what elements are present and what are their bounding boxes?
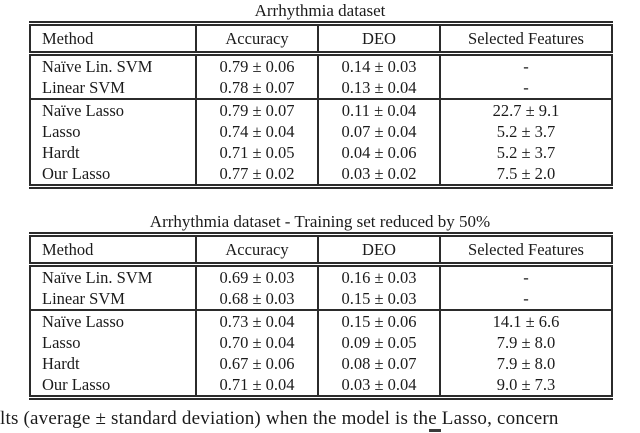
selected-features-cell: 7.9 ± 8.0 xyxy=(439,353,613,374)
table-row: Lasso 0.70 ± 0.04 0.09 ± 0.05 7.9 ± 8.0 xyxy=(29,332,613,353)
table-row: Hardt 0.67 ± 0.06 0.08 ± 0.07 7.9 ± 8.0 xyxy=(29,353,613,374)
table-1-svm-group: Naïve Lin. SVM 0.79 ± 0.06 0.14 ± 0.03 -… xyxy=(29,53,613,100)
selected-features-cell: 5.2 ± 3.7 xyxy=(439,121,613,142)
table-row: Hardt 0.71 ± 0.05 0.04 ± 0.06 5.2 ± 3.7 xyxy=(29,142,613,163)
table-row: Our Lasso 0.71 ± 0.04 0.03 ± 0.04 9.0 ± … xyxy=(29,374,613,400)
accuracy-cell: 0.71 ± 0.04 xyxy=(195,374,319,400)
deo-cell: 0.15 ± 0.06 xyxy=(317,310,441,332)
deo-cell: 0.14 ± 0.03 xyxy=(317,53,441,77)
method-cell: Our Lasso xyxy=(29,163,197,189)
column-header-selected-features: Selected Features xyxy=(439,23,613,54)
deo-cell: 0.03 ± 0.02 xyxy=(317,163,441,189)
method-cell: Linear SVM xyxy=(29,288,197,311)
method-cell: Hardt xyxy=(29,353,197,374)
table-1-lasso-group: Naïve Lasso 0.79 ± 0.07 0.11 ± 0.04 22.7… xyxy=(29,99,613,189)
table-row: Naïve Lasso 0.79 ± 0.07 0.11 ± 0.04 22.7… xyxy=(29,99,613,121)
accuracy-cell: 0.71 ± 0.05 xyxy=(195,142,319,163)
deo-cell: 0.07 ± 0.04 xyxy=(317,121,441,142)
deo-cell: 0.04 ± 0.06 xyxy=(317,142,441,163)
selected-features-cell: 5.2 ± 3.7 xyxy=(439,142,613,163)
results-table-2: Method Accuracy DEO Selected Features Na… xyxy=(29,232,613,400)
accuracy-cell: 0.68 ± 0.03 xyxy=(195,288,319,311)
accuracy-cell: 0.70 ± 0.04 xyxy=(195,332,319,353)
header-row: Method Accuracy DEO Selected Features xyxy=(29,234,613,265)
table-row: Our Lasso 0.77 ± 0.02 0.03 ± 0.02 7.5 ± … xyxy=(29,163,613,189)
method-cell: Our Lasso xyxy=(29,374,197,400)
accuracy-cell: 0.73 ± 0.04 xyxy=(195,310,319,332)
table-row: Linear SVM 0.78 ± 0.07 0.13 ± 0.04 - xyxy=(29,77,613,100)
accuracy-cell: 0.79 ± 0.06 xyxy=(195,53,319,77)
accuracy-cell: 0.77 ± 0.02 xyxy=(195,163,319,189)
table-row: Naïve Lasso 0.73 ± 0.04 0.15 ± 0.06 14.1… xyxy=(29,310,613,332)
table-2-header: Method Accuracy DEO Selected Features xyxy=(29,234,613,265)
table-row: Lasso 0.74 ± 0.04 0.07 ± 0.04 5.2 ± 3.7 xyxy=(29,121,613,142)
selected-features-cell: - xyxy=(439,264,613,288)
selected-features-cell: 22.7 ± 9.1 xyxy=(439,99,613,121)
method-cell: Naïve Lasso xyxy=(29,99,197,121)
deo-cell: 0.15 ± 0.03 xyxy=(317,288,441,311)
column-header-selected-features: Selected Features xyxy=(439,234,613,265)
selected-features-cell: - xyxy=(439,77,613,100)
selected-features-cell: 7.5 ± 2.0 xyxy=(439,163,613,189)
column-header-deo: DEO xyxy=(317,234,441,265)
method-cell: Lasso xyxy=(29,332,197,353)
table-row: Naïve Lin. SVM 0.79 ± 0.06 0.14 ± 0.03 - xyxy=(29,53,613,77)
table-1-title: Arrhythmia dataset xyxy=(254,1,386,20)
table-2-svm-group: Naïve Lin. SVM 0.69 ± 0.03 0.16 ± 0.03 -… xyxy=(29,264,613,311)
deo-cell: 0.11 ± 0.04 xyxy=(317,99,441,121)
deo-cell: 0.08 ± 0.07 xyxy=(317,353,441,374)
method-cell: Hardt xyxy=(29,142,197,163)
selected-features-cell: - xyxy=(439,288,613,311)
method-cell: Naïve Lin. SVM xyxy=(29,264,197,288)
table-2-title: Arrhythmia dataset - Training set reduce… xyxy=(149,212,491,231)
selected-features-cell: 7.9 ± 8.0 xyxy=(439,332,613,353)
table-2-lasso-group: Naïve Lasso 0.73 ± 0.04 0.15 ± 0.06 14.1… xyxy=(29,310,613,400)
caption-text-fragment: lts (average ± standard deviation) when … xyxy=(0,408,559,429)
method-cell: Naïve Lin. SVM xyxy=(29,53,197,77)
results-table-1: Method Accuracy DEO Selected Features Na… xyxy=(29,21,613,189)
method-cell: Naïve Lasso xyxy=(29,310,197,332)
results-table-block-2: Arrhythmia dataset - Training set reduce… xyxy=(0,211,640,400)
deo-cell: 0.13 ± 0.04 xyxy=(317,77,441,100)
results-table-block-1: Arrhythmia dataset Method Accuracy DEO S… xyxy=(0,0,640,189)
deo-cell: 0.16 ± 0.03 xyxy=(317,264,441,288)
column-header-accuracy: Accuracy xyxy=(195,23,319,54)
method-cell: Linear SVM xyxy=(29,77,197,100)
deo-cell: 0.09 ± 0.05 xyxy=(317,332,441,353)
column-header-accuracy: Accuracy xyxy=(195,234,319,265)
next-line-text-fragment xyxy=(429,429,441,432)
method-cell: Lasso xyxy=(29,121,197,142)
table-row: Linear SVM 0.68 ± 0.03 0.15 ± 0.03 - xyxy=(29,288,613,311)
selected-features-cell: 14.1 ± 6.6 xyxy=(439,310,613,332)
accuracy-cell: 0.74 ± 0.04 xyxy=(195,121,319,142)
column-header-method: Method xyxy=(29,234,197,265)
accuracy-cell: 0.67 ± 0.06 xyxy=(195,353,319,374)
accuracy-cell: 0.79 ± 0.07 xyxy=(195,99,319,121)
column-header-method: Method xyxy=(29,23,197,54)
accuracy-cell: 0.69 ± 0.03 xyxy=(195,264,319,288)
table-1-header: Method Accuracy DEO Selected Features xyxy=(29,23,613,54)
column-header-deo: DEO xyxy=(317,23,441,54)
header-row: Method Accuracy DEO Selected Features xyxy=(29,23,613,54)
selected-features-cell: - xyxy=(439,53,613,77)
selected-features-cell: 9.0 ± 7.3 xyxy=(439,374,613,400)
deo-cell: 0.03 ± 0.04 xyxy=(317,374,441,400)
table-row: Naïve Lin. SVM 0.69 ± 0.03 0.16 ± 0.03 - xyxy=(29,264,613,288)
accuracy-cell: 0.78 ± 0.07 xyxy=(195,77,319,100)
